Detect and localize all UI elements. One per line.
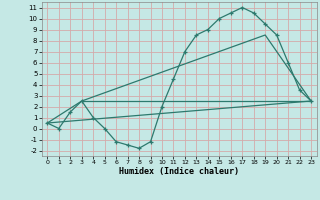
X-axis label: Humidex (Indice chaleur): Humidex (Indice chaleur) xyxy=(119,167,239,176)
